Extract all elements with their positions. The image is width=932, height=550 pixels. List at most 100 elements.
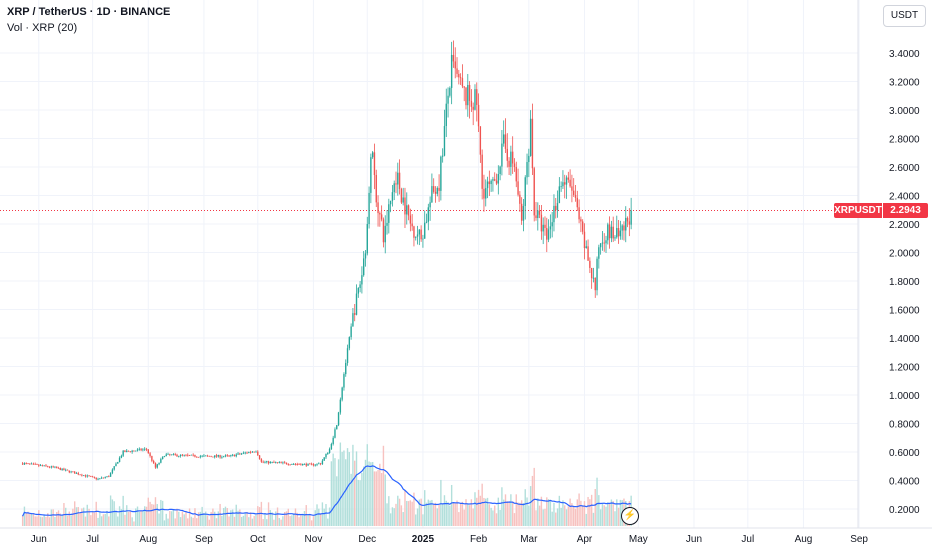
volume-bar <box>431 499 433 526</box>
candle-body <box>407 205 410 216</box>
candle-body <box>95 477 97 480</box>
candle-body <box>127 450 130 452</box>
price-axis[interactable]: 3.4000 3.2000 3.0000 2.8000 2.6000 2.4000 2.20… <box>857 0 920 528</box>
candle-body <box>152 460 155 464</box>
currency-button[interactable]: USDT <box>883 5 926 27</box>
lightning-icon[interactable]: ⚡ <box>621 507 639 525</box>
candle-body <box>97 478 99 480</box>
volume-bar <box>479 495 482 526</box>
volume-bar <box>246 511 248 526</box>
candle-body <box>81 474 83 476</box>
volume-bar <box>610 499 613 526</box>
volume-bar <box>66 515 69 526</box>
volume-bar <box>231 509 234 526</box>
candle-body <box>590 267 593 279</box>
candle-body <box>520 203 523 221</box>
candle-body <box>490 180 492 185</box>
volume-bar <box>357 479 360 526</box>
volume-bar <box>81 508 83 526</box>
volume-bar <box>328 507 331 526</box>
candle-body <box>183 454 185 456</box>
candle-body <box>601 242 604 244</box>
volume-bar <box>185 510 187 526</box>
candle-body <box>300 464 302 466</box>
volume-bar <box>397 495 399 526</box>
candle-body <box>565 177 568 185</box>
volume-indicator-label[interactable]: Vol · XRP (20) <box>7 22 78 34</box>
volume-bar <box>454 503 456 526</box>
volume-bar <box>515 494 517 526</box>
candle-body <box>371 152 374 158</box>
volume-bar <box>253 516 255 526</box>
candle-body <box>544 224 546 228</box>
candle-body <box>623 225 625 231</box>
candle-body <box>34 463 36 465</box>
volume-bar <box>135 508 137 526</box>
volume-bar <box>147 497 149 526</box>
candle-body <box>154 463 157 468</box>
candle-body <box>540 214 543 232</box>
candle-body <box>289 464 291 466</box>
volume-bar <box>339 442 342 526</box>
candle-body <box>389 200 392 205</box>
time-tick-label: Dec <box>358 534 376 545</box>
volume-bar <box>364 459 367 526</box>
volume-bar <box>271 512 273 526</box>
volume-bar <box>249 512 252 526</box>
volume-bar <box>244 513 246 526</box>
price-tick-label: 2.2000 <box>889 220 920 231</box>
volume-bar <box>522 503 525 526</box>
candle-body <box>23 463 26 465</box>
volume-bar <box>465 499 467 526</box>
volume-bar <box>179 517 182 526</box>
candle-body <box>251 451 254 453</box>
volume-bar <box>336 476 338 526</box>
candle-body <box>187 454 189 456</box>
time-axis[interactable]: Jun Jul Aug Sep Oct Nov Dec 2025 Feb Mar Apr May Jun… <box>0 527 932 545</box>
volume-bar <box>276 507 279 526</box>
candle-body <box>477 104 480 127</box>
volume-bar <box>287 508 289 526</box>
volume-bar <box>221 515 223 526</box>
volume-bar <box>441 504 444 526</box>
candle-body <box>370 157 372 193</box>
candle-body <box>361 275 363 285</box>
candle-body <box>133 450 135 452</box>
candle-body <box>108 476 110 478</box>
candle-body <box>319 463 322 465</box>
candle-body <box>619 230 622 237</box>
candle-body <box>104 477 106 478</box>
volume-bar <box>599 509 602 526</box>
volume-bar <box>104 513 106 526</box>
candle-body <box>511 151 514 164</box>
volume-bar <box>289 516 291 526</box>
volume-bar <box>151 504 153 526</box>
volume-bar <box>508 501 510 526</box>
volume-bar <box>303 511 306 526</box>
volume-bar <box>483 497 485 526</box>
volume-bar <box>590 494 593 526</box>
candle-body <box>122 450 124 456</box>
volume-bar <box>345 459 347 526</box>
candle-body <box>32 463 35 465</box>
volume-ma-line <box>22 465 632 517</box>
volume-bar <box>161 500 164 526</box>
candle-body <box>57 467 60 469</box>
volume-bar <box>298 517 300 526</box>
volume-bar <box>424 490 426 526</box>
candle-body <box>558 186 561 203</box>
volume-bar <box>494 505 496 526</box>
volume-bar <box>43 515 45 526</box>
candle-body <box>519 194 521 204</box>
candle-body <box>158 462 160 465</box>
volume-bar <box>140 510 142 526</box>
candle-body <box>73 471 76 474</box>
candle-body <box>321 460 324 465</box>
volume-bar <box>255 514 257 526</box>
candle-body <box>45 465 47 467</box>
volume-bar <box>526 497 528 526</box>
candle-body <box>285 462 288 465</box>
candle-body <box>578 207 580 220</box>
volume-bar <box>587 496 589 526</box>
